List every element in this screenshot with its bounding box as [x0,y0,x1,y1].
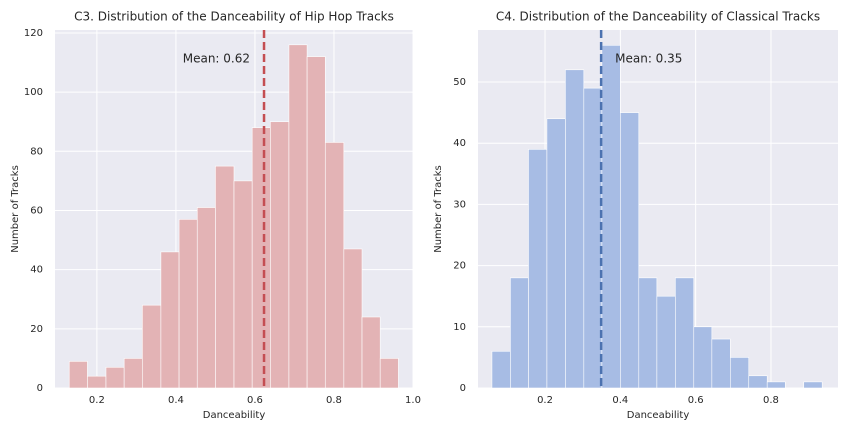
bar [620,112,640,389]
y-tick-label: 0 [460,383,466,394]
x-tick-label: 0.6 [247,395,263,406]
y-tick-label: 40 [453,138,466,149]
y-tick-label: 20 [453,261,466,272]
y-tick-label: 20 [30,324,43,335]
bar [583,87,603,389]
bar [123,358,143,389]
mean-annotation: Mean: 0.62 [183,52,250,66]
bar [288,44,308,389]
bar [730,357,750,389]
bar [87,375,107,389]
bar [711,338,731,389]
bar [160,251,180,389]
x-tick-label: 0.8 [763,395,779,406]
x-tick-label: 0.2 [89,395,105,406]
bar [546,118,566,389]
x-axis-label: Danceability [627,410,690,421]
bar [105,366,125,389]
y-tick-label: 0 [37,383,43,394]
x-tick-label: 0.4 [168,395,184,406]
bar [361,316,381,389]
bar [343,248,363,389]
x-tick-label: 0.6 [688,395,704,406]
bar [528,149,548,389]
bar [510,277,529,389]
bar [656,295,676,389]
y-tick-label: 40 [30,265,43,276]
y-axis-label: Number of Tracks [433,165,444,253]
y-tick-label: 80 [30,146,43,157]
x-axis-label: Danceability [203,410,266,421]
chart-title: C4. Distribution of the Danceability of … [496,10,820,24]
bar [142,304,162,389]
bar [251,127,271,389]
bar [803,381,823,389]
bar [491,350,511,389]
y-tick-label: 60 [30,205,43,216]
bar [565,69,585,389]
bar [379,358,399,389]
bar [693,326,713,389]
bar [196,207,216,389]
bar [601,44,621,389]
bar [766,381,786,389]
y-axis-label: Number of Tracks [10,165,21,253]
bar [638,277,658,389]
bar [178,219,198,389]
bar [324,142,345,389]
y-tick-label: 10 [453,322,466,333]
bar [748,375,768,389]
mean-annotation: Mean: 0.35 [615,52,682,66]
bar [675,277,695,389]
bar [233,180,253,389]
y-tick-label: 30 [453,199,466,210]
bar [270,121,290,389]
y-tick-label: 100 [24,87,43,98]
x-tick-label: 1.0 [405,395,421,406]
y-tick-label: 120 [24,28,43,39]
x-tick-label: 0.8 [326,395,342,406]
x-tick-label: 0.2 [537,395,553,406]
x-tick-label: 0.4 [612,395,628,406]
y-tick-label: 50 [453,77,466,88]
bar [306,56,326,389]
bar [68,361,88,389]
chart-title: C3. Distribution of the Danceability of … [74,10,394,24]
bar [215,165,235,389]
